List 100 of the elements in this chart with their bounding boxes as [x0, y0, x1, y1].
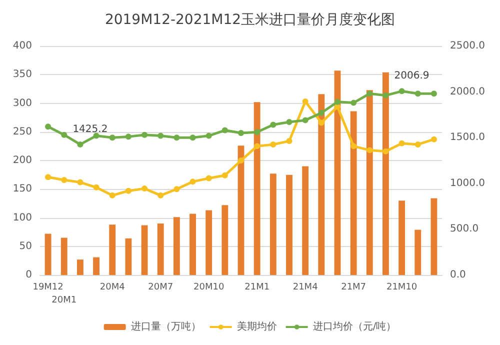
bar [173, 217, 180, 275]
x-tick-label: 21M10 [386, 282, 418, 292]
point [254, 129, 260, 136]
point [142, 186, 148, 192]
point [398, 88, 405, 94]
point [142, 132, 148, 138]
point [398, 140, 405, 146]
y-tick-label: 400 [12, 40, 32, 52]
x-tick-label: 20M4 [100, 282, 126, 292]
bar [414, 230, 422, 275]
bar [206, 210, 212, 275]
point [350, 143, 357, 150]
point [158, 192, 164, 198]
point [350, 100, 357, 106]
bar [318, 94, 325, 275]
point [318, 110, 324, 116]
point [318, 120, 324, 126]
y-tick-label: 200 [12, 155, 32, 166]
bar [270, 174, 276, 275]
bar [366, 90, 373, 275]
point [93, 184, 100, 190]
point [270, 141, 276, 148]
point [430, 90, 437, 97]
x-tick-label: 21M7 [341, 282, 366, 292]
bar [286, 174, 292, 275]
x-tick-label: 19M12 [32, 282, 64, 292]
y2-tick-label: 0.0 [450, 270, 466, 280]
y-tick-label: 0 [26, 270, 32, 280]
x-tick-label: 21M1 [244, 282, 270, 292]
point [158, 132, 164, 139]
data-label: 2006.9 [394, 70, 430, 82]
point [206, 175, 212, 182]
bar [190, 214, 196, 275]
point [414, 90, 421, 97]
point [77, 179, 84, 186]
bar [93, 257, 100, 275]
point [174, 134, 180, 141]
point [382, 92, 389, 98]
point [190, 178, 196, 185]
point [238, 130, 244, 136]
y2-tick-label: 2500.0 [450, 40, 485, 52]
bar [334, 70, 341, 275]
point [206, 132, 212, 139]
point [190, 134, 196, 141]
bar [398, 200, 406, 275]
point [45, 124, 52, 130]
bar [430, 198, 438, 275]
y-tick-label: 100 [12, 212, 32, 224]
point [238, 158, 244, 164]
bar [238, 146, 244, 275]
point [254, 143, 260, 150]
legend-label: 进口均价（元/吨） [312, 320, 396, 332]
point [222, 172, 228, 178]
point [270, 122, 276, 128]
point [366, 90, 373, 97]
point [45, 174, 52, 180]
x-tick-label: 21M4 [292, 282, 318, 292]
bar [157, 223, 164, 275]
bar [302, 166, 309, 275]
point [109, 134, 116, 141]
y2-tick-label: 500.0 [450, 224, 479, 235]
bar [44, 234, 52, 275]
x-tick-label: 20M7 [148, 282, 174, 292]
legend-label: 进口量（万吨） [130, 320, 201, 332]
y2-tick-label: 2000.0 [450, 86, 485, 98]
y-tick-label: 250 [12, 126, 32, 138]
bar [76, 260, 84, 275]
point [382, 148, 389, 154]
y-tick-label: 50 [19, 240, 32, 252]
y-tick-label: 150 [12, 184, 32, 195]
bar [125, 238, 132, 275]
point [61, 132, 68, 138]
point [430, 136, 437, 142]
x-tick-label: 20M1 [52, 296, 77, 306]
point [174, 186, 180, 192]
bar [60, 238, 68, 275]
point [125, 134, 132, 140]
y-tick-label: 300 [12, 98, 32, 109]
bar [141, 225, 148, 275]
point [334, 98, 340, 105]
point [302, 117, 308, 124]
bar [382, 72, 389, 275]
point [61, 176, 68, 183]
bar [109, 224, 116, 275]
y2-tick-label: 1500.0 [450, 132, 485, 144]
point [109, 192, 116, 198]
point [93, 132, 100, 139]
point [366, 147, 373, 154]
legend-label: 美期均价 [236, 320, 277, 332]
data-label: 1425.2 [72, 124, 108, 135]
point [77, 141, 84, 148]
y2-tick-label: 1000.0 [450, 178, 485, 189]
bar [254, 102, 260, 275]
point [286, 138, 292, 144]
bar [350, 111, 357, 275]
point [125, 188, 132, 194]
chart-title: 2019M12-2021M12玉米进口量价月度变化图 [104, 12, 396, 28]
point [222, 127, 228, 134]
x-tick-label: 20M10 [194, 282, 224, 292]
point [286, 119, 292, 126]
